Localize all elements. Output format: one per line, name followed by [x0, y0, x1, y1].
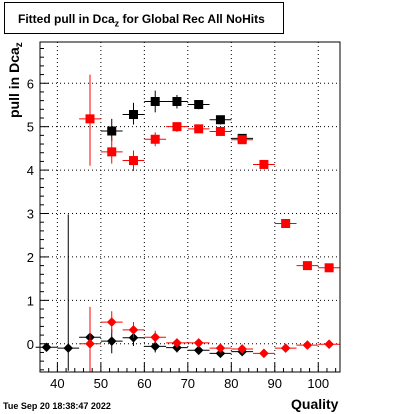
- diamond-marker: [237, 344, 247, 354]
- diamond-marker: [106, 317, 117, 327]
- diamond-marker: [193, 338, 204, 348]
- plot-frame: [39, 41, 341, 373]
- square-marker: [107, 126, 117, 136]
- square-marker: [259, 159, 269, 169]
- square-marker: [85, 114, 95, 124]
- square-marker: [172, 96, 182, 106]
- chart-title-rest: for Global Rec All NoHits: [119, 12, 265, 26]
- diamond-marker: [324, 339, 334, 350]
- diamond-marker: [150, 341, 161, 352]
- diamond-marker: [302, 340, 313, 350]
- timestamp: Tue Sep 20 18:38:47 2022: [3, 401, 111, 411]
- y-tick-label: 0: [27, 337, 34, 352]
- square-marker: [215, 115, 225, 125]
- x-tick-label: 70: [181, 376, 195, 391]
- square-marker: [194, 100, 204, 110]
- square-marker: [128, 110, 138, 120]
- y-axis-label-main: pull in Dca: [6, 47, 22, 118]
- square-marker: [302, 261, 312, 271]
- y-tick-label: 6: [27, 76, 34, 91]
- chart-title-subscript: z: [114, 18, 120, 29]
- diamond-marker: [215, 348, 226, 359]
- x-tick-label: 80: [224, 376, 238, 391]
- y-axis-label: pull in Dcaz: [6, 42, 25, 118]
- diamond-marker: [41, 342, 52, 353]
- y-tick-label: 2: [27, 250, 34, 265]
- square-marker: [324, 263, 334, 273]
- x-tick-label: 100: [307, 376, 329, 391]
- square-marker: [172, 122, 182, 132]
- x-axis-label: Quality: [291, 396, 339, 412]
- diamond-marker: [150, 332, 161, 343]
- diamond-marker: [172, 338, 182, 348]
- square-marker: [107, 147, 117, 157]
- square-marker: [237, 135, 247, 145]
- chart-title-box: Fitted pull in Dcaz for Global Rec All N…: [4, 2, 284, 34]
- square-marker: [215, 126, 225, 136]
- chart-title-main: Fitted pull in Dca: [18, 12, 115, 26]
- y-axis-label-subscript: z: [14, 42, 25, 48]
- x-tick-label: 60: [137, 376, 151, 391]
- y-tick-label: 1: [27, 293, 34, 308]
- x-tick-label: 50: [94, 376, 108, 391]
- y-tick-label: 3: [27, 207, 34, 222]
- diamond-marker: [106, 336, 117, 346]
- axis-ticks: [39, 48, 337, 372]
- data-points: [35, 74, 340, 372]
- square-marker: [150, 134, 160, 144]
- diamond-marker: [85, 338, 95, 349]
- grid-lines: [40, 42, 340, 372]
- diamond-marker: [193, 345, 204, 356]
- square-marker: [150, 96, 160, 106]
- y-tick-label: 5: [27, 120, 34, 135]
- diamond-marker: [280, 343, 291, 353]
- chart-title: Fitted pull in Dcaz for Global Rec All N…: [18, 12, 265, 28]
- x-tick-label: 90: [268, 376, 282, 391]
- diamond-marker: [215, 343, 226, 353]
- tick-labels: 40 50 60 70 80 90 100 0 1 2 3 4 5 6: [27, 76, 329, 391]
- diamond-marker: [259, 348, 269, 359]
- square-marker: [128, 156, 138, 166]
- square-marker: [194, 124, 204, 134]
- diamond-marker: [128, 332, 139, 343]
- square-marker: [281, 219, 291, 228]
- diamond-marker: [63, 343, 74, 353]
- y-tick-label: 4: [27, 163, 34, 178]
- x-tick-label: 40: [50, 376, 64, 391]
- diamond-marker: [128, 325, 139, 335]
